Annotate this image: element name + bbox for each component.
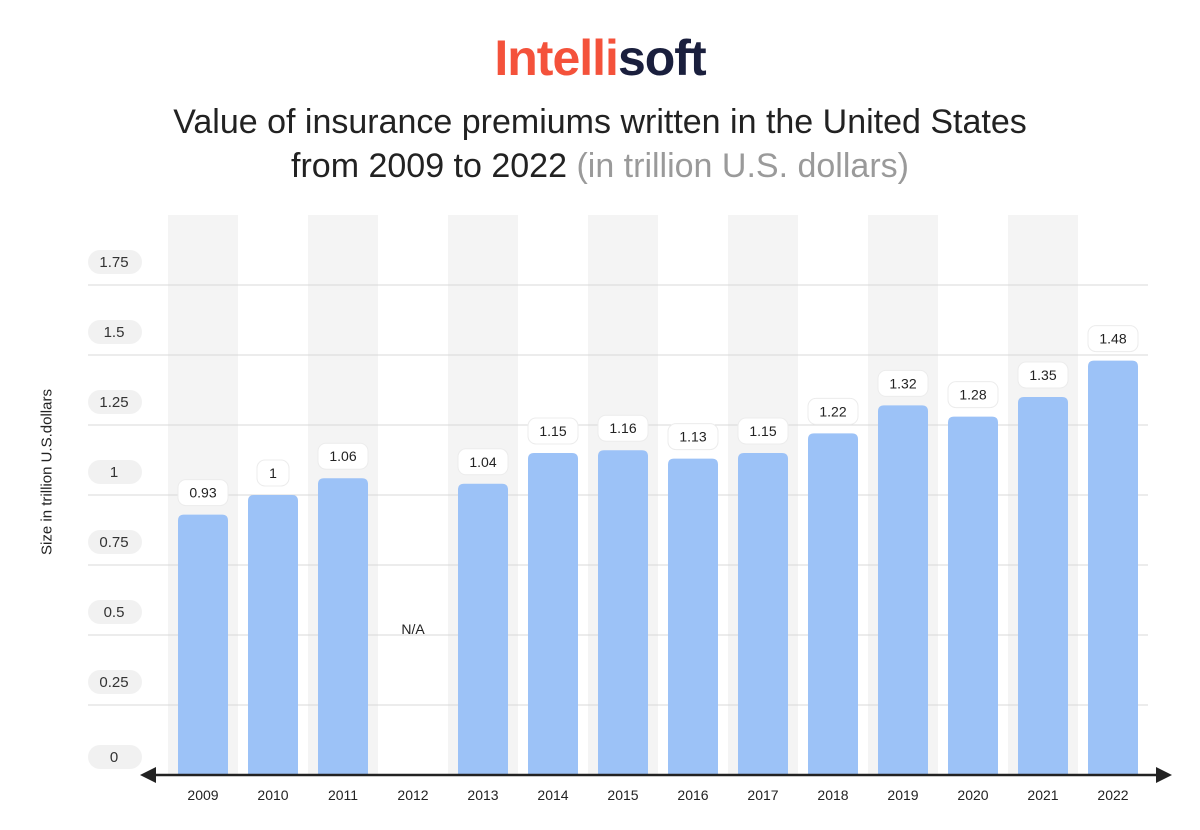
x-axis-arrow-left bbox=[140, 767, 156, 783]
value-pill-2018 bbox=[807, 397, 859, 425]
chart-title-unit: (in trillion U.S. dollars) bbox=[576, 147, 909, 185]
value-pill-2010 bbox=[256, 459, 290, 487]
value-label-2019: 1.32 bbox=[889, 375, 916, 391]
value-pill-2020 bbox=[947, 381, 999, 409]
y-tick-label: 0.75 bbox=[99, 534, 128, 551]
y-tick-label: 1.5 bbox=[104, 324, 125, 341]
value-pill-2017 bbox=[737, 417, 789, 445]
y-tick-label: 1.75 bbox=[99, 254, 128, 271]
bar-2009 bbox=[178, 514, 228, 775]
x-tick-label: 2009 bbox=[187, 787, 218, 803]
x-tick-label: 2022 bbox=[1097, 787, 1128, 803]
bar-2016 bbox=[668, 458, 718, 775]
y-tick-pill bbox=[88, 390, 142, 414]
y-tick-pill bbox=[88, 670, 142, 694]
x-tick-label: 2014 bbox=[537, 787, 568, 803]
value-label-2022: 1.48 bbox=[1099, 331, 1126, 347]
bar-2015 bbox=[598, 450, 648, 775]
bar-2021 bbox=[1018, 397, 1068, 775]
y-tick-pill bbox=[88, 250, 142, 274]
value-label-2014: 1.15 bbox=[539, 423, 566, 439]
x-tick-label: 2021 bbox=[1027, 787, 1058, 803]
bar-2011 bbox=[318, 478, 368, 775]
y-tick-label: 1 bbox=[110, 464, 118, 481]
value-pill-2009 bbox=[177, 479, 229, 507]
value-pill-2015 bbox=[597, 414, 649, 442]
y-tick-pill bbox=[88, 530, 142, 554]
y-tick-pill bbox=[88, 320, 142, 344]
value-pill-2019 bbox=[877, 369, 929, 397]
logo-part-intelli: Intelli bbox=[494, 30, 619, 86]
y-tick-pill bbox=[88, 745, 142, 769]
value-label-2015: 1.16 bbox=[609, 420, 636, 436]
x-tick-label: 2012 bbox=[397, 787, 428, 803]
chart-title: Value of insurance premiums written in t… bbox=[0, 100, 1200, 188]
brand-logo: Intellisoft bbox=[0, 28, 1200, 88]
x-tick-label: 2019 bbox=[887, 787, 918, 803]
chart-title-line1: Value of insurance premiums written in t… bbox=[173, 103, 1027, 141]
y-tick-label: 1.25 bbox=[99, 394, 128, 411]
value-pill-2011 bbox=[317, 442, 369, 470]
bar-2018 bbox=[808, 433, 858, 775]
value-label-2021: 1.35 bbox=[1029, 367, 1056, 383]
bar-2017 bbox=[738, 453, 788, 775]
value-pill-2022 bbox=[1087, 325, 1139, 353]
value-pill-2014 bbox=[527, 417, 579, 445]
value-label-2020: 1.28 bbox=[959, 387, 986, 403]
value-label-2009: 0.93 bbox=[189, 485, 216, 501]
x-tick-label: 2013 bbox=[467, 787, 498, 803]
x-tick-label: 2011 bbox=[328, 787, 358, 803]
value-label-2018: 1.22 bbox=[819, 403, 846, 419]
y-tick-label: 0.5 bbox=[104, 604, 125, 621]
y-tick-pill bbox=[88, 460, 142, 484]
value-pill-2021 bbox=[1017, 361, 1069, 389]
bar-2022 bbox=[1088, 360, 1138, 775]
bar-2014 bbox=[528, 453, 578, 775]
value-label-2010: 1 bbox=[269, 465, 277, 481]
x-tick-label: 2017 bbox=[747, 787, 778, 803]
chart-title-line2: from 2009 to 2022 (in trillion U.S. doll… bbox=[0, 144, 1200, 188]
y-tick-label: 0.25 bbox=[99, 674, 128, 691]
x-tick-label: 2018 bbox=[817, 787, 848, 803]
y-tick-pill bbox=[88, 600, 142, 624]
logo-part-soft: soft bbox=[617, 30, 707, 86]
bar-2020 bbox=[948, 416, 998, 775]
value-pill-2013 bbox=[457, 448, 509, 476]
x-axis-arrow-right bbox=[1156, 767, 1172, 783]
value-label-2011: 1.06 bbox=[329, 448, 356, 464]
value-label-2016: 1.13 bbox=[679, 429, 706, 445]
value-pill-2016 bbox=[667, 423, 719, 451]
value-label-2012: N/A bbox=[401, 621, 425, 637]
value-label-2013: 1.04 bbox=[469, 454, 496, 470]
bar-2013 bbox=[458, 483, 508, 775]
y-tick-label: 0 bbox=[110, 749, 118, 766]
x-tick-label: 2020 bbox=[957, 787, 988, 803]
bar-2010 bbox=[248, 495, 298, 775]
chart-title-line2-main: from 2009 to 2022 bbox=[291, 147, 567, 185]
x-tick-label: 2016 bbox=[677, 787, 708, 803]
value-label-2017: 1.15 bbox=[749, 423, 776, 439]
x-tick-label: 2010 bbox=[257, 787, 288, 803]
bar-2019 bbox=[878, 405, 928, 775]
x-tick-label: 2015 bbox=[607, 787, 638, 803]
